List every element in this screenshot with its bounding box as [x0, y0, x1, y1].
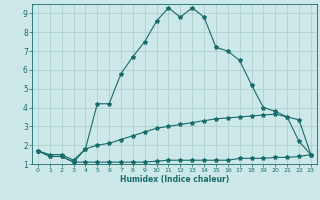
- X-axis label: Humidex (Indice chaleur): Humidex (Indice chaleur): [120, 175, 229, 184]
